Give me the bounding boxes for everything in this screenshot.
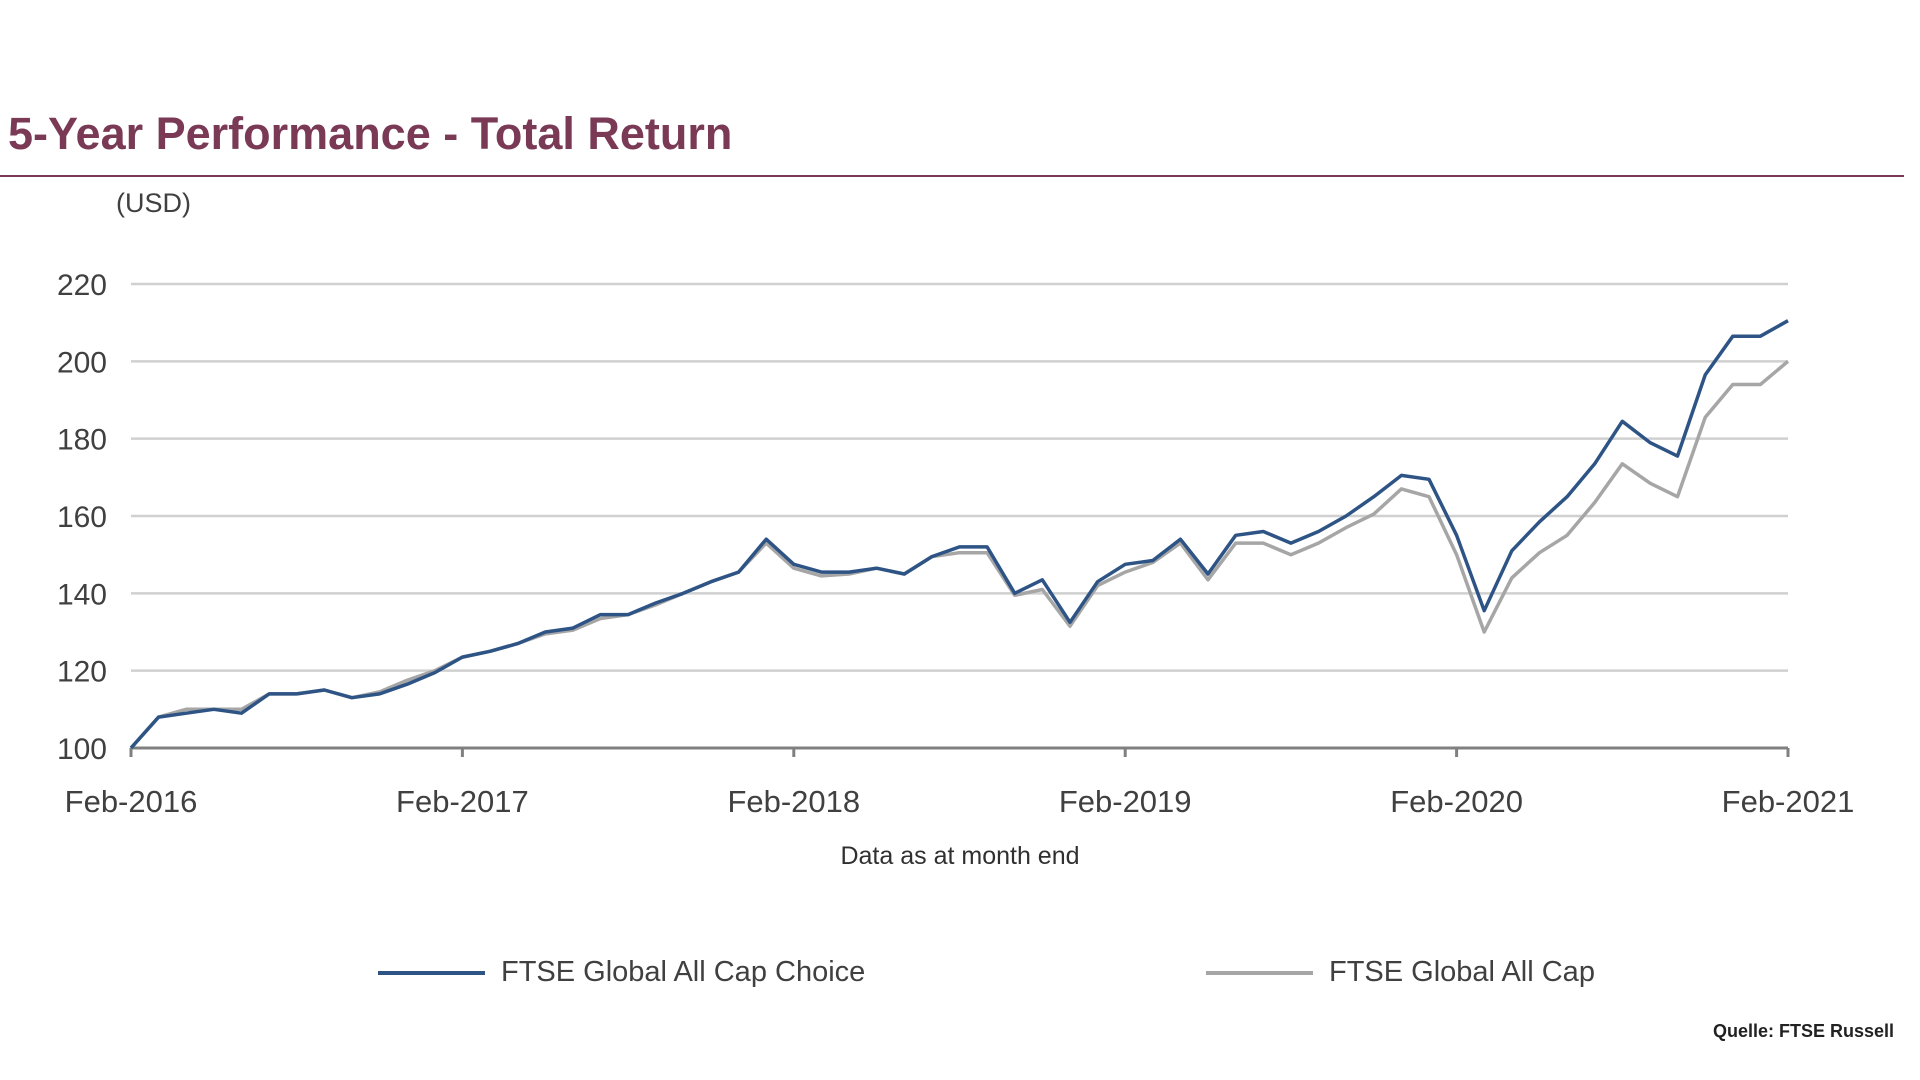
legend-label-choice: FTSE Global All Cap Choice (501, 956, 866, 988)
series-lines (129, 319, 1790, 750)
y-tick-label: 120 (57, 656, 107, 689)
x-axis-title-row: Data as at month end (0, 842, 1920, 871)
legend-swatch-allcap (1206, 970, 1313, 975)
title-divider (0, 175, 1904, 177)
gridlines (131, 282, 1788, 672)
legend-label-allcap: FTSE Global All Cap (1329, 956, 1595, 988)
legend-swatch-choice (378, 970, 485, 975)
y-axis-ticks: 100 120 140 160 180 200 220 (57, 269, 107, 766)
x-axis-ticks: Feb-2016 Feb-2017 Feb-2018 Feb-2019 Feb-2020… (65, 784, 1855, 819)
y-tick-label: 220 (57, 269, 107, 302)
x-tick-label: Feb-2016 (65, 784, 198, 819)
x-tick-label: Feb-2017 (396, 784, 529, 819)
x-tick-label: Feb-2018 (727, 784, 860, 819)
y-tick-label: 160 (57, 501, 107, 534)
x-tick-label: Feb-2021 (1722, 784, 1855, 819)
legend-item-allcap: FTSE Global All Cap (1206, 956, 1595, 989)
y-tick-label: 140 (57, 578, 107, 611)
x-tick-label: Feb-2020 (1390, 784, 1523, 819)
x-axis-title: Data as at month end (840, 842, 1080, 870)
chart-title: 5-Year Performance - Total Return (8, 108, 733, 159)
y-tick-label: 180 (57, 424, 107, 457)
legend-item-choice: FTSE Global All Cap Choice (378, 956, 865, 989)
source-note: Quelle: FTSE Russell (1712, 1021, 1894, 1041)
y-axis-unit-label: (USD) (116, 188, 191, 218)
x-tick-label: Feb-2019 (1059, 784, 1192, 819)
y-tick-label: 100 (57, 733, 107, 766)
x-axis (129, 746, 1790, 757)
series-line-choice (129, 319, 1789, 750)
series-line-allcap (129, 359, 1790, 750)
y-tick-label: 200 (57, 346, 107, 379)
